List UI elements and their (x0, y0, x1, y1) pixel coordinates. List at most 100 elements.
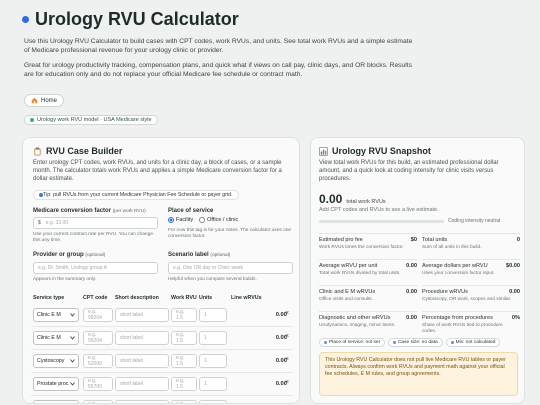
builder-title-text: RVU Case Builder (46, 146, 123, 156)
clipboard-icon (34, 146, 41, 156)
radio-label: Office / clinic (207, 217, 239, 223)
units-input[interactable]: 1 (199, 308, 227, 322)
select-chevron (70, 359, 75, 363)
units-input[interactable]: 1 (199, 377, 227, 391)
tip-dot (39, 193, 43, 197)
rvu-input[interactable]: e.g. 1.5 (171, 400, 197, 403)
field-help: Appears in the summary only. (33, 277, 97, 282)
cpt-input[interactable]: e.g. 52000 (83, 354, 113, 368)
description-input[interactable]: short label (115, 377, 169, 391)
table-header: Work RVU (171, 295, 197, 301)
service-select[interactable]: Stone proce (33, 400, 79, 403)
home-icon (31, 97, 38, 104)
remove-row[interactable]: × (285, 356, 290, 363)
label-text: Medicare conversion factor (33, 208, 112, 214)
chip-row: Place of service: not set Case size: no d… (319, 338, 501, 347)
radio-option[interactable]: Office / clinic (199, 217, 238, 223)
provider-input[interactable]: e.g. Dr. Smith, Urology group A (33, 262, 158, 274)
table-row: Stone proce e.g. 52356 short label e.g. 1.5… (31, 396, 293, 404)
radio-option[interactable]: Facility (168, 217, 193, 223)
stat-help: Uses your conversion factor input. (422, 271, 495, 276)
input-placeholder: e.g. 52356 (88, 401, 97, 404)
service-select[interactable]: Clinic E M (33, 308, 79, 322)
remove-row[interactable]: × (285, 310, 290, 317)
service-select[interactable]: Prostate proc (33, 377, 79, 391)
input-placeholder: e.g. 1.5 (176, 355, 185, 367)
input-placeholder: 1 (204, 381, 207, 387)
rvu-input[interactable]: e.g. 1.5 (171, 354, 197, 368)
select-value: Prostate proc (37, 381, 69, 387)
table-header: Line wRVUs (231, 295, 262, 301)
select-value: Clinic E M (37, 312, 61, 318)
intro-paragraph: Use this Urology RVU Calculator to build… (24, 38, 413, 54)
remove-row[interactable]: × (285, 379, 290, 386)
cpt-input[interactable]: e.g. 99204 (83, 308, 113, 322)
page-title: Urology RVU Calculator (22, 9, 239, 30)
units-input[interactable]: 1 (199, 400, 227, 403)
remove-row[interactable]: × (285, 402, 289, 403)
badge-dot (30, 118, 34, 122)
description-input[interactable]: short label (115, 400, 169, 403)
select-chevron (70, 382, 75, 386)
status-chip: Mix: not calculated (445, 338, 501, 347)
title-text: Urology RVU Calculator (35, 9, 239, 29)
units-input[interactable]: 1 (199, 354, 227, 368)
input-placeholder: 1 (204, 312, 207, 318)
table-row: Clinic E M e.g. 99204 short label e.g. 1.5 1… (31, 327, 293, 350)
input-placeholder: e.g. Dr. Smith, Urology group A (38, 265, 107, 271)
stat-help: Total work RVUs divided by total units. (319, 271, 401, 276)
input-placeholder: e.g. 55700 (88, 378, 102, 390)
field-help: Helpful when you compare several builds. (168, 277, 257, 282)
tip-text: Tip: pull RVUs from your current Medicar… (43, 192, 233, 198)
scenario-input[interactable]: e.g. One OR day or Clinic week (168, 262, 293, 274)
rvu-input[interactable]: e.g. 1.5 (171, 331, 197, 345)
field-label: Provider or group (optional) (33, 252, 105, 258)
description-input[interactable]: short label (115, 308, 169, 322)
snapshot-title-text: Urology RVU Snapshot (332, 146, 431, 156)
table-row: Cystoscopy e.g. 52000 short label e.g. 1.5 1… (31, 350, 293, 373)
units-input[interactable]: 1 (199, 331, 227, 345)
stat-help: Office visits and consults. (319, 297, 374, 302)
label-text: Provider or group (33, 252, 84, 258)
stat-label: Average wRVU per unit (319, 263, 378, 269)
cpt-input[interactable]: e.g. 99204 (83, 331, 113, 345)
stat-label: Diagnostic and other wRVUs (319, 315, 391, 321)
service-select[interactable]: Cystoscopy (33, 354, 79, 368)
status-chip: Place of service: not set (319, 338, 385, 347)
status-chip: Case size: no data (387, 338, 443, 347)
table-header: CPT code (83, 295, 108, 301)
rvu-input[interactable]: e.g. 1.5 (171, 308, 197, 322)
cpt-input[interactable]: e.g. 52356 (83, 400, 113, 404)
input-prefix: $ (38, 220, 41, 226)
remove-row[interactable]: × (285, 333, 290, 340)
service-select[interactable]: Clinic E M (33, 331, 79, 345)
chart-icon (319, 146, 328, 156)
stat-cell: Clinic and E M wRVUs 0.00 Office visits an… (319, 285, 417, 311)
input-placeholder: e.g. 52000 (88, 355, 102, 367)
stat-cell: Diagnostic and other wRVUs 0.00 Urodynamic… (319, 311, 417, 337)
select-chevron (70, 336, 75, 340)
description-input[interactable]: short label (115, 331, 169, 345)
description-input[interactable]: short label (115, 354, 169, 368)
field-help: For now this tag is for your notes. The … (168, 228, 292, 239)
stat-value: $0.00 (506, 263, 520, 269)
home-button[interactable]: Home (24, 94, 65, 107)
chip-text: Case size: no data (397, 340, 438, 345)
radio-checked (168, 217, 174, 223)
radio-label: Facility (176, 217, 194, 223)
stat-label: Total units (422, 237, 448, 243)
total-value: 0.00 (319, 192, 343, 206)
conversion-factor-input[interactable]: $ e.g. 33.00 (33, 217, 158, 229)
stat-label: Clinic and E M wRVUs (319, 289, 376, 295)
rvu-input[interactable]: e.g. 1.5 (171, 377, 197, 391)
cpt-input[interactable]: e.g. 55700 (83, 377, 113, 391)
stat-label: Average dollars per wRVU (422, 263, 488, 269)
stat-help: Sum of all units in this build. (422, 245, 482, 250)
stat-help: Work RVUs times the conversion factor. (319, 245, 404, 250)
stat-cell: Average wRVU per unit 0.00 Total work RVUs… (319, 259, 417, 285)
chip-dot (324, 341, 327, 344)
input-placeholder: short label (120, 381, 144, 387)
input-placeholder: e.g. 1.5 (176, 309, 185, 321)
stat-cell: Total units 0 Sum of all units in this bui… (422, 233, 520, 259)
